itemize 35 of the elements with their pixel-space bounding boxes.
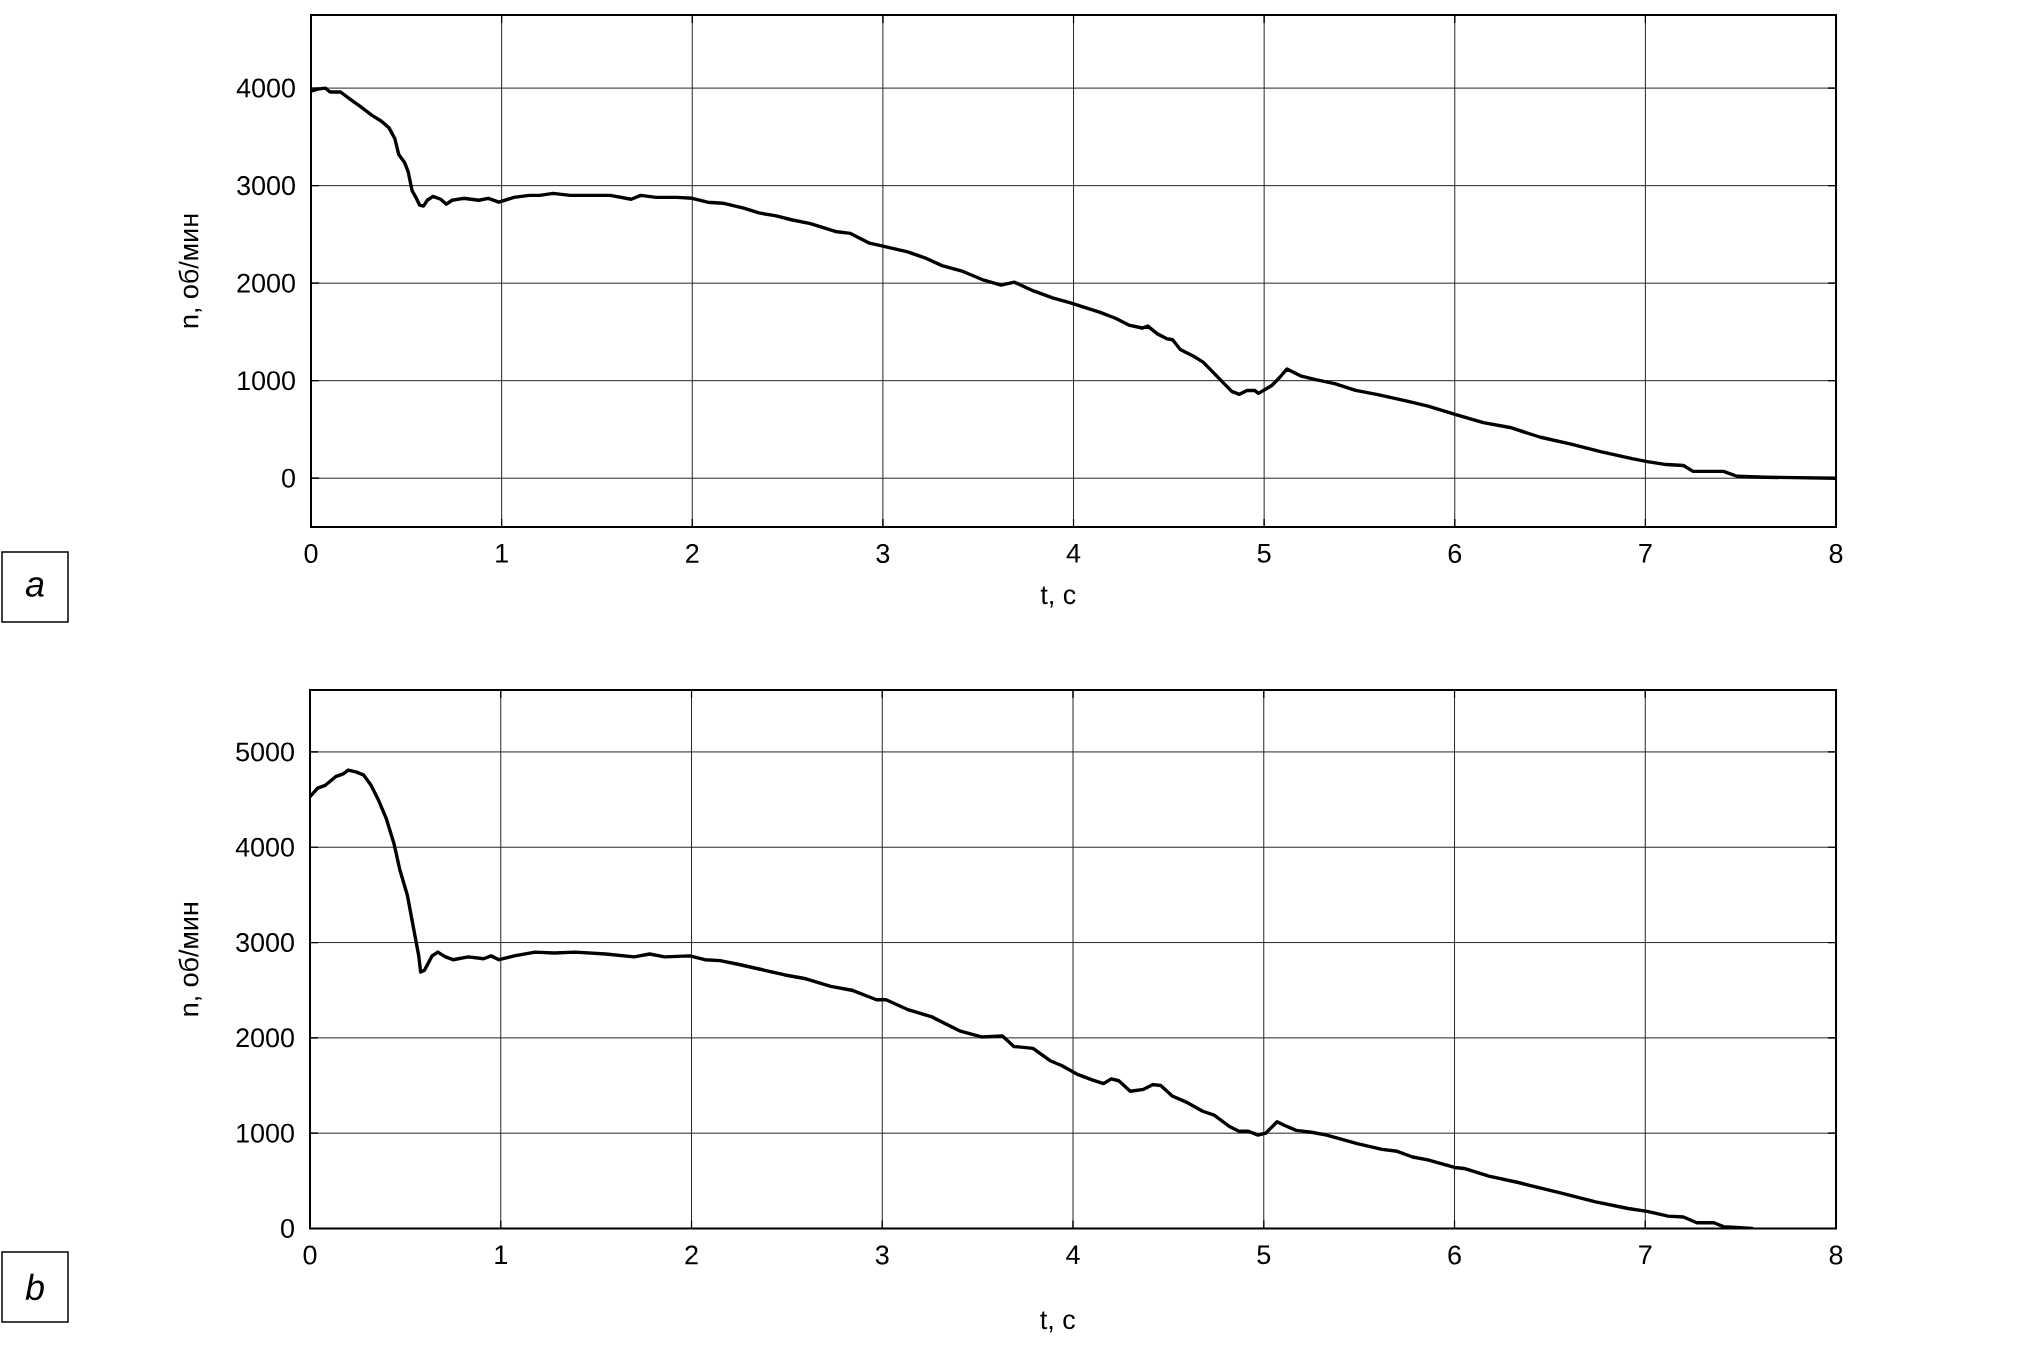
x-axis-title: t, с bbox=[1040, 1311, 1075, 1333]
x-tick-label: 3 bbox=[876, 544, 890, 564]
y-tick-label: 2000 bbox=[236, 1028, 294, 1048]
x-tick-label: 7 bbox=[1639, 544, 1652, 563]
x-tick-label: 0 bbox=[303, 1245, 317, 1265]
y-axis-title: n, об/мин bbox=[178, 903, 202, 1016]
y-tick-label: 3000 bbox=[236, 933, 294, 953]
y-tick-label: 0 bbox=[281, 1218, 294, 1238]
x-tick-label: 1 bbox=[495, 1245, 507, 1265]
x-tick-label: 0 bbox=[304, 544, 318, 564]
y-tick-label: 4000 bbox=[235, 837, 294, 857]
x-tick-label: 8 bbox=[1829, 1245, 1843, 1265]
x-tick-label: 4 bbox=[1066, 544, 1081, 563]
x-tick-label: 4 bbox=[1066, 1245, 1080, 1265]
y-axis-title: n, об/мин bbox=[178, 214, 202, 328]
x-tick-label: 3 bbox=[875, 1245, 889, 1265]
x-tick-label: 2 bbox=[686, 544, 699, 563]
x-tick-label: 6 bbox=[1448, 544, 1462, 564]
x-tick-label: 8 bbox=[1829, 544, 1843, 564]
y-tick-label: 3000 bbox=[237, 176, 295, 196]
y-tick-label: 0 bbox=[282, 468, 295, 488]
text: a bbox=[25, 577, 44, 597]
x-axis-title: t, с bbox=[1040, 586, 1076, 608]
y-tick-label: 4000 bbox=[236, 78, 295, 98]
x-tick-label: 5 bbox=[1257, 544, 1271, 563]
y-tick-label: 1000 bbox=[237, 1123, 294, 1143]
x-tick-label: 6 bbox=[1448, 1245, 1461, 1265]
y-tick-label: 1000 bbox=[238, 371, 295, 391]
y-tick-label: 5000 bbox=[236, 742, 294, 762]
x-tick-label: 7 bbox=[1639, 1245, 1652, 1265]
x-tick-label: 2 bbox=[685, 1245, 698, 1265]
y-tick-label: 2000 bbox=[237, 273, 295, 293]
x-tick-label: 1 bbox=[496, 544, 508, 563]
text: b bbox=[25, 1273, 44, 1301]
x-tick-label: 5 bbox=[1257, 1245, 1271, 1265]
